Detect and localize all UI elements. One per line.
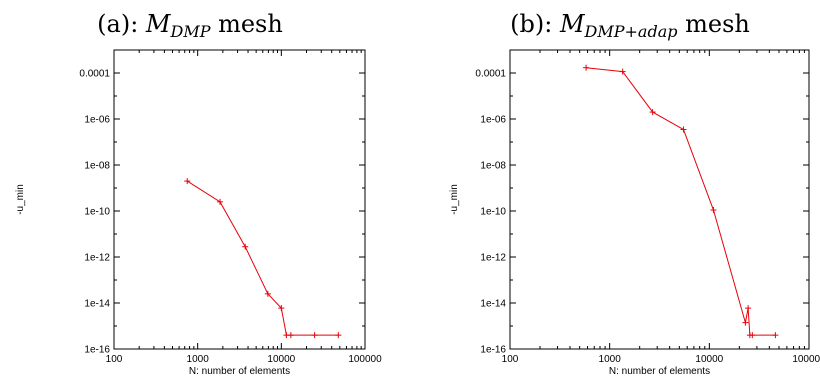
data-point [264,290,271,297]
series-group-b [583,64,779,339]
y-tick-label: 0.0001 [79,69,110,80]
data-point [335,332,342,339]
y-tick-label: 1e-12 [480,253,506,264]
x-tick-label: 1000 [599,354,622,365]
y-tick-label: 1e-08 [84,161,110,172]
y-tick-label: 1e-14 [480,299,506,310]
x-tick-label: 1000 [187,354,210,365]
x-tick-label: 100000 [348,354,382,365]
data-point [242,243,249,250]
data-point [742,319,749,326]
y-tick-label: 1e-10 [480,207,506,218]
data-point [311,332,318,339]
data-point [184,178,191,185]
data-point [217,198,224,205]
data-point [745,305,752,312]
chart-panel-a: (a): MDMP mesh 100 1000 10000 100000 1e-16 1e… [15,10,382,377]
x-axis-label-b: N: number of elements [609,366,710,377]
data-point [649,109,656,116]
x-axis-label-a: N: number of elements [189,366,290,377]
x-tick-label: 100000 [792,354,820,365]
chart-title-b: (b): MDMP+adap mesh [510,10,750,41]
data-point [710,207,717,214]
y-tick-label: 1e-08 [480,161,506,172]
y-tick-label: 1e-06 [480,115,506,126]
y-tick-label: 1e-12 [84,253,110,264]
data-point [680,126,687,133]
y-axis-label-a: -u_min [15,184,26,215]
series-line-b [586,67,776,336]
series-group-a [184,178,342,339]
y-tick-label: 1e-14 [84,299,110,310]
y-axis-label-b: -u_min [449,184,460,215]
x-tick-label: 10000 [695,354,723,365]
data-point [287,332,294,339]
axis-ticks-b: 100 1000 10000 100000 1e-16 1e-14 1e-12 1e-10 1e… [475,50,820,365]
y-tick-label: 1e-16 [84,345,110,356]
data-point [278,305,285,312]
y-tick-label: 1e-06 [84,115,110,126]
chart-title-a: (a): MDMP mesh [97,10,283,41]
plot-frame-a [113,49,366,350]
chart-panel-b: (b): MDMP+adap mesh 100 1000 10000 100000 1e… [449,10,820,377]
x-tick-label: 100 [106,354,123,365]
y-tick-label: 0.0001 [475,69,506,80]
x-tick-label: 10000 [267,354,295,365]
axis-ticks-a: 100 1000 10000 100000 1e-16 1e-14 1e-12 1e-10 1e… [79,50,382,365]
data-point [749,332,756,339]
y-tick-label: 1e-10 [84,207,110,218]
series-line-a [186,180,339,336]
data-point [772,332,779,339]
data-point [619,68,626,75]
plot-frame-b [509,49,810,350]
x-tick-label: 100 [502,354,519,365]
data-point [583,64,590,71]
y-tick-label: 1e-16 [480,345,506,356]
